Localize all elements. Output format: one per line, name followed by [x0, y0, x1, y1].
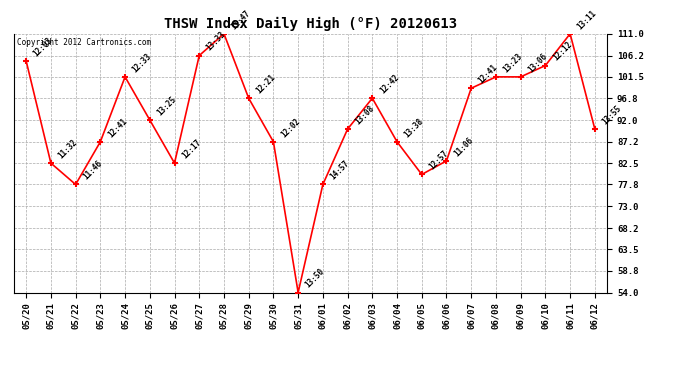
- Text: 13:11: 13:11: [575, 8, 598, 31]
- Text: 13:33: 13:33: [205, 30, 228, 53]
- Text: 13:38: 13:38: [402, 116, 425, 139]
- Text: 12:41: 12:41: [477, 63, 500, 86]
- Text: 11:46: 11:46: [81, 159, 104, 182]
- Text: 11:32: 11:32: [57, 138, 79, 160]
- Text: Copyright 2012 Cartronics.com: Copyright 2012 Cartronics.com: [17, 38, 151, 46]
- Text: 12:33: 12:33: [130, 51, 153, 74]
- Text: 12:42: 12:42: [378, 73, 401, 95]
- Text: 12:41: 12:41: [106, 116, 128, 139]
- Title: THSW Index Daily High (°F) 20120613: THSW Index Daily High (°F) 20120613: [164, 17, 457, 31]
- Text: 12:12: 12:12: [551, 40, 573, 63]
- Text: 13:50: 13:50: [304, 267, 326, 290]
- Text: 11:47: 11:47: [230, 8, 253, 31]
- Text: 12:02: 12:02: [279, 116, 302, 139]
- Text: 13:25: 13:25: [155, 94, 178, 117]
- Text: 12:57: 12:57: [427, 149, 450, 172]
- Text: 12:21: 12:21: [254, 73, 277, 95]
- Text: 13:55: 13:55: [600, 104, 623, 126]
- Text: 13:23: 13:23: [502, 51, 524, 74]
- Text: 12:17: 12:17: [180, 138, 203, 160]
- Text: 11:06: 11:06: [452, 135, 475, 158]
- Text: 14:57: 14:57: [328, 159, 351, 182]
- Text: 13:08: 13:08: [353, 104, 376, 126]
- Text: 13:06: 13:06: [526, 51, 549, 74]
- Text: 12:03: 12:03: [32, 36, 55, 58]
